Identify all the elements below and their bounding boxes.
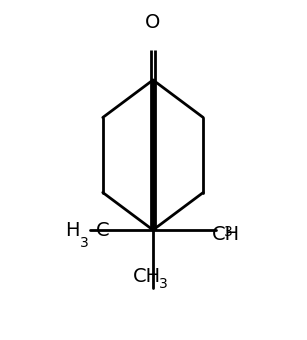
Text: H: H — [65, 221, 80, 239]
Text: CH: CH — [212, 224, 240, 243]
Text: 3: 3 — [224, 225, 233, 239]
Text: O: O — [145, 13, 161, 32]
Text: C: C — [96, 221, 110, 239]
Text: CH: CH — [133, 267, 161, 286]
Text: 3: 3 — [80, 236, 89, 250]
Text: 3: 3 — [159, 277, 168, 291]
